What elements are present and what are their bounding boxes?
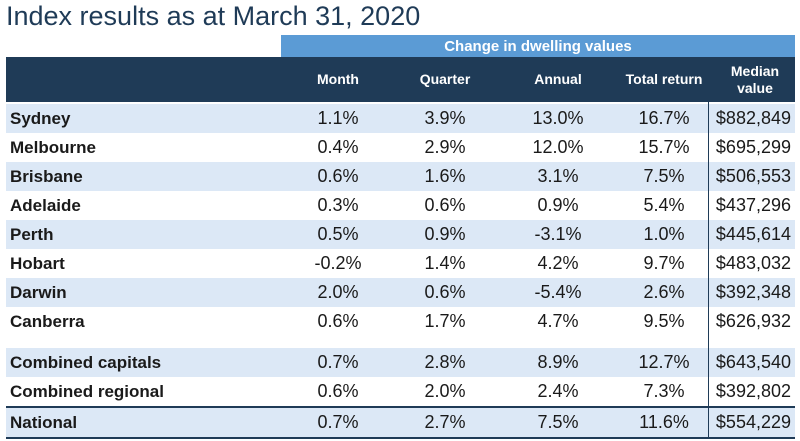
column-header-quarter: Quarter xyxy=(419,71,471,87)
cell-median-value: $882,849 xyxy=(715,108,791,128)
row-label: Sydney xyxy=(10,109,71,128)
cell-quarter: 3.9% xyxy=(424,108,466,128)
cell-quarter: 1.4% xyxy=(424,253,466,273)
cell-annual: 2.4% xyxy=(537,381,579,401)
cell-month: 0.6% xyxy=(317,311,359,331)
cell-median-value: $643,540 xyxy=(715,352,791,372)
cell-total-return: 9.5% xyxy=(643,311,685,331)
cell-annual: 4.2% xyxy=(537,253,579,273)
table-row: Adelaide 0.3% 0.6% 0.9% 5.4% $437,296 xyxy=(6,191,795,220)
row-label: Darwin xyxy=(10,283,67,302)
column-header-month: Month xyxy=(317,71,359,87)
cell-median-value: $626,932 xyxy=(715,311,791,331)
national-divider xyxy=(6,406,795,408)
column-header-median-value: Median value xyxy=(730,62,780,96)
cell-month: 0.3% xyxy=(317,195,359,215)
cell-month: 1.1% xyxy=(317,108,359,128)
cell-quarter: 2.9% xyxy=(424,137,466,157)
change-in-dwelling-values-header: Change in dwelling values xyxy=(281,35,795,57)
table-row: Perth 0.5% 0.9% -3.1% 1.0% $445,614 xyxy=(6,220,795,249)
cell-quarter: 2.0% xyxy=(424,381,466,401)
cell-annual: 8.9% xyxy=(537,352,579,372)
row-label: Brisbane xyxy=(10,167,83,186)
table-row: Canberra 0.6% 1.7% 4.7% 9.5% $626,932 xyxy=(6,307,795,336)
cell-total-return: 5.4% xyxy=(643,195,685,215)
cell-median-value: $392,348 xyxy=(715,282,791,302)
cell-quarter: 1.7% xyxy=(424,311,466,331)
table-row: Sydney 1.1% 3.9% 13.0% 16.7% $882,849 xyxy=(6,104,795,133)
cell-month: 0.7% xyxy=(317,412,359,432)
row-label: Combined regional xyxy=(10,382,164,401)
cell-total-return: 7.5% xyxy=(643,166,685,186)
cell-quarter: 2.7% xyxy=(424,412,466,432)
cell-annual: 4.7% xyxy=(537,311,579,331)
cell-annual: 7.5% xyxy=(537,412,579,432)
cell-total-return: 16.7% xyxy=(638,108,690,128)
median-column-divider xyxy=(708,102,709,438)
cell-median-value: $554,229 xyxy=(715,412,791,432)
cell-annual: 3.1% xyxy=(537,166,579,186)
cell-median-value: $392,802 xyxy=(715,381,791,401)
cell-total-return: 1.0% xyxy=(643,224,685,244)
row-label: Hobart xyxy=(10,254,65,273)
table-row: Brisbane 0.6% 1.6% 3.1% 7.5% $506,553 xyxy=(6,162,795,191)
table-row-national: National 0.7% 2.7% 7.5% 11.6% $554,229 xyxy=(6,408,795,437)
cell-quarter: 0.9% xyxy=(424,224,466,244)
table-header-row: Month Quarter Annual Total return Median… xyxy=(6,57,795,102)
cell-annual: 13.0% xyxy=(532,108,584,128)
column-header-total-return: Total return xyxy=(625,71,703,87)
row-label: Melbourne xyxy=(10,138,96,157)
row-label: Combined capitals xyxy=(10,353,162,372)
cell-month: 0.4% xyxy=(317,137,359,157)
cell-month: -0.2% xyxy=(314,253,362,273)
cell-total-return: 15.7% xyxy=(638,137,690,157)
table-row: Combined capitals 0.7% 2.8% 8.9% 12.7% $… xyxy=(6,348,795,377)
cell-total-return: 7.3% xyxy=(643,381,685,401)
cell-total-return: 11.6% xyxy=(639,412,689,432)
cell-annual: -5.4% xyxy=(534,282,582,302)
cell-month: 0.6% xyxy=(317,381,359,401)
cell-median-value: $695,299 xyxy=(715,137,791,157)
table-row: Hobart -0.2% 1.4% 4.2% 9.7% $483,032 xyxy=(6,249,795,278)
table-row: Combined regional 0.6% 2.0% 2.4% 7.3% $3… xyxy=(6,377,795,406)
cell-annual: 0.9% xyxy=(537,195,579,215)
row-label: National xyxy=(10,413,78,432)
table-row: Darwin 2.0% 0.6% -5.4% 2.6% $392,348 xyxy=(6,278,795,307)
cell-month: 0.6% xyxy=(317,166,359,186)
cell-median-value: $437,296 xyxy=(715,195,791,215)
cell-total-return: 9.7% xyxy=(643,253,685,273)
table-bottom-border xyxy=(6,437,795,439)
cell-quarter: 1.6% xyxy=(424,166,466,186)
cell-month: 0.5% xyxy=(317,224,359,244)
cell-month: 0.7% xyxy=(317,352,359,372)
cell-quarter: 0.6% xyxy=(424,195,466,215)
cell-quarter: 0.6% xyxy=(424,282,466,302)
cell-median-value: $506,553 xyxy=(715,166,791,186)
cell-annual: -3.1% xyxy=(534,224,582,244)
cell-total-return: 2.6% xyxy=(643,282,685,302)
cell-total-return: 12.7% xyxy=(638,352,690,372)
cell-annual: 12.0% xyxy=(532,137,584,157)
cell-median-value: $483,032 xyxy=(715,253,791,273)
column-header-annual: Annual xyxy=(534,71,582,87)
row-label: Canberra xyxy=(10,312,85,331)
cell-month: 2.0% xyxy=(317,282,359,302)
cell-quarter: 2.8% xyxy=(424,352,466,372)
page-title: Index results as at March 31, 2020 xyxy=(6,1,421,31)
row-label: Perth xyxy=(10,225,54,244)
cell-median-value: $445,614 xyxy=(715,224,791,244)
row-label: Adelaide xyxy=(10,196,81,215)
table-row: Melbourne 0.4% 2.9% 12.0% 15.7% $695,299 xyxy=(6,133,795,162)
